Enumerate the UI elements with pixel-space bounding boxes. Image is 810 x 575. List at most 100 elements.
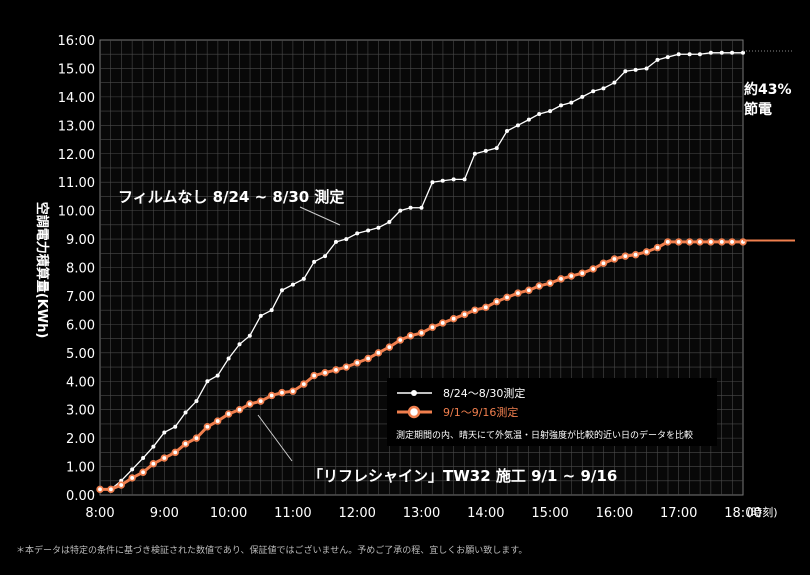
legend-label-2: 9/1〜9/16測定	[443, 405, 518, 419]
series-2-point	[128, 474, 136, 482]
series-2-point	[460, 310, 469, 319]
series-2-point	[535, 282, 543, 290]
series-1-point	[515, 123, 520, 128]
series-2-point	[160, 454, 168, 462]
series-2-point	[406, 332, 415, 340]
series-2-point	[149, 460, 158, 468]
series-1-point	[676, 52, 681, 57]
series-2-point	[257, 397, 265, 405]
series-2-point	[685, 238, 694, 246]
series-1-point	[247, 333, 252, 338]
series-1-point	[612, 80, 617, 85]
series-2-point	[718, 238, 726, 246]
series-1-point	[205, 379, 210, 384]
y-tick-label: 8.00	[66, 262, 95, 277]
x-tick-label: 11:00	[274, 506, 311, 521]
series-1-point	[559, 103, 564, 108]
legend-box	[387, 378, 717, 446]
series-2-point	[192, 434, 201, 442]
x-tick-label: 17:00	[660, 506, 697, 521]
series-1-point	[130, 467, 135, 472]
series-2-point	[417, 329, 426, 337]
series-1-point	[301, 276, 306, 281]
series-1-point	[408, 205, 413, 210]
series-1-point	[183, 410, 188, 415]
x-tick-label: 15:00	[531, 506, 568, 521]
x-tick-label: 8:00	[85, 506, 114, 521]
series-2-point	[139, 468, 147, 476]
y-tick-label: 9.00	[66, 233, 95, 248]
series-2-point	[728, 238, 736, 246]
savings-label: 節電	[744, 101, 772, 118]
y-tick-label: 13.00	[58, 119, 95, 134]
y-tick-label: 12.00	[58, 148, 95, 163]
series-1-point	[708, 50, 713, 55]
series-1-point	[215, 373, 220, 378]
series-2-point	[493, 297, 501, 306]
x-tick-label: 10:00	[210, 506, 247, 521]
series-2-point	[224, 410, 233, 418]
series-2-point	[96, 485, 104, 494]
series-1-point	[451, 177, 456, 182]
series-1-point	[194, 399, 199, 404]
series-2-point	[707, 238, 715, 246]
series-2-point	[675, 238, 683, 246]
series-1-annotation-pointer	[299, 206, 341, 226]
series-1-point	[269, 308, 274, 313]
series-2-point	[353, 359, 361, 367]
series-1-point	[483, 148, 488, 153]
y-tick-labels: 0.00 1.00 2.00 3.00 4.00 5.00 6.00 7.00 8.00 9.00…	[58, 34, 95, 504]
x-tick-label: 13:00	[403, 506, 440, 521]
series-2-point	[171, 448, 179, 457]
series-layer	[96, 50, 747, 494]
series-1-point	[173, 424, 178, 429]
series-1-point	[344, 237, 349, 242]
series-2-point	[300, 380, 308, 388]
series-2-point	[428, 323, 437, 331]
series-2-point	[374, 349, 383, 357]
y-axis-title: 空調電力積算量(KWh)	[34, 202, 50, 339]
series-1-point	[644, 66, 649, 71]
series-2-annotation-pointer	[257, 414, 293, 462]
series-1-point	[398, 208, 403, 213]
series-2-point	[278, 388, 286, 397]
series-1-point	[440, 178, 445, 183]
series-1-point	[312, 259, 317, 264]
series-1-point	[655, 57, 660, 62]
savings-percent: 約43%	[744, 81, 792, 98]
series-2-point	[525, 286, 533, 294]
series-2-point	[642, 248, 651, 256]
series-1-point	[505, 129, 510, 133]
x-tick-label: 16:00	[596, 506, 633, 521]
series-2-point	[364, 354, 372, 363]
series-1-point	[719, 50, 724, 55]
series-2-point	[567, 272, 576, 280]
series-2-point	[471, 306, 479, 314]
series-2-point	[610, 255, 619, 263]
series-2-point	[599, 259, 608, 267]
series-2-point	[631, 251, 640, 259]
series-1-point	[258, 313, 263, 318]
y-tick-label: 1.00	[66, 461, 95, 476]
x-unit-label: (時刻)	[747, 505, 778, 519]
series-2-point	[342, 363, 350, 371]
series-2-point	[289, 387, 297, 395]
series-2-point	[439, 319, 447, 327]
series-1-point	[697, 52, 702, 57]
series-2-point	[321, 369, 329, 377]
series-2-point	[203, 423, 212, 431]
series-2-point	[385, 343, 394, 351]
series-2-point	[482, 303, 490, 312]
y-tick-label: 7.00	[66, 290, 95, 305]
series-2-point	[589, 265, 597, 273]
series-1-point	[141, 456, 146, 461]
y-tick-label: 10.00	[58, 205, 95, 220]
series-1-point	[569, 100, 574, 105]
legend-marker-2	[407, 405, 421, 419]
series-2-point	[246, 400, 254, 408]
series-1-point	[494, 146, 499, 151]
y-tick-label: 3.00	[66, 404, 95, 419]
x-tick-label: 9:00	[150, 506, 179, 521]
series-2-point	[578, 269, 586, 277]
